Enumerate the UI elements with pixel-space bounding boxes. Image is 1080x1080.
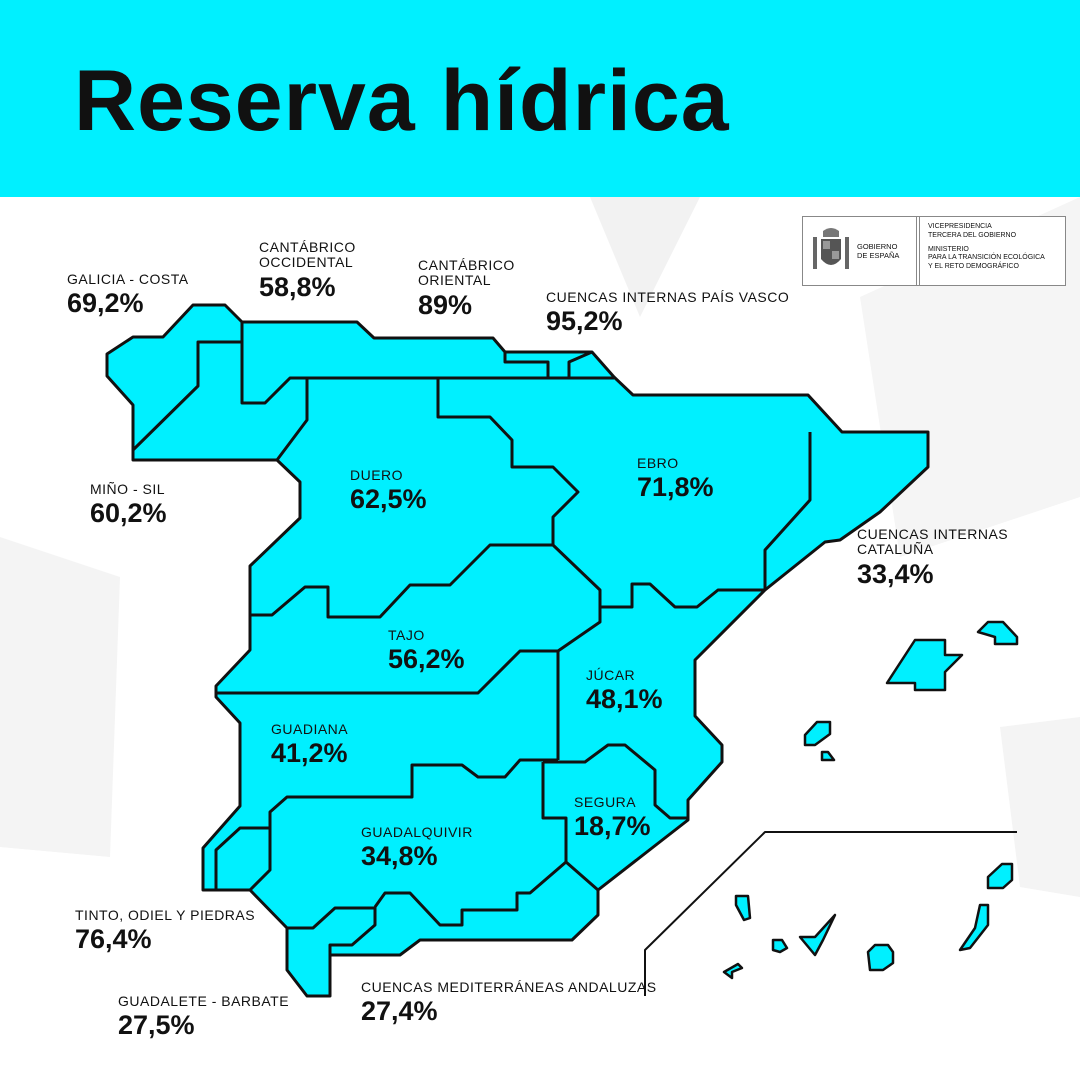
logo-text: GOBIERNO: [857, 242, 898, 251]
fuerteventura: [958, 903, 990, 952]
page-title: Reserva hídrica: [74, 53, 730, 149]
peninsula-outline: [105, 303, 930, 998]
border-tinto: [214, 826, 270, 890]
border-minosil-duero: [275, 378, 309, 461]
basin-label-duero: DUERO 62,5%: [350, 467, 427, 515]
border-pais-vasco: [503, 352, 550, 378]
basin-label-ebro: EBRO 71,8%: [637, 455, 714, 503]
canary-inset-frame: [644, 831, 1017, 996]
logo-text: MINISTERIO: [928, 245, 969, 253]
border-guadalete: [287, 906, 377, 996]
border-segura: [541, 762, 599, 892]
basin-label-galicia-costa: GALICIA - COSTA 69,2%: [67, 271, 189, 319]
tenerife: [798, 913, 837, 957]
border-tajo-jucar: [556, 607, 602, 760]
border-mediterraneas: [373, 860, 567, 927]
basin-label-tajo: TAJO 56,2%: [388, 627, 465, 675]
logo-text: DE ESPAÑA: [857, 251, 900, 260]
ibiza: [803, 720, 832, 747]
border-tajo-guadiana: [216, 649, 558, 695]
logo-text: TERCERA DEL GOBIERNO: [928, 231, 1017, 239]
logo-text: Y EL RETO DEMOGRÁFICO: [928, 263, 1019, 270]
logo-text: PARA LA TRANSICIÓN ECOLÓGICA: [928, 254, 1045, 262]
border-galicia-minosil: [131, 340, 242, 452]
mallorca: [885, 638, 964, 692]
el-hierro: [722, 962, 744, 980]
la-gomera: [771, 938, 789, 954]
basin-label-cantabrico-oriental: CANTÁBRICO ORIENTAL 89%: [418, 257, 515, 320]
canary-islands: [722, 862, 1014, 980]
basin-label-pais-vasco: CUENCAS INTERNAS PAÍS VASCO 95,2%: [546, 289, 790, 337]
border-ebro-cataluna: [763, 432, 812, 590]
la-palma: [734, 894, 752, 922]
basin-label-guadalete-barbate: GUADALETE - BARBATE 27,5%: [118, 993, 290, 1041]
border-jucar-segura: [543, 743, 688, 820]
formentera: [820, 750, 836, 762]
government-logo: GOBIERNO DE ESPAÑA VICEPRESIDENCIA TERCER…: [802, 216, 1066, 286]
basin-label-cantabrico-occidental: CANTÁBRICO OCCIDENTAL 58,8%: [259, 239, 356, 302]
basin-label-mino-sil: MIÑO - SIL 60,2%: [90, 481, 167, 529]
logo-text: VICEPRESIDENCIA: [928, 223, 992, 230]
border-cantabrico-occidental: [240, 322, 614, 405]
border-guadiana-guadalquivir: [248, 758, 558, 892]
border-duero-ebro: [436, 378, 580, 545]
basin-label-guadalquivir: GUADALQUIVIR 34,8%: [361, 824, 473, 872]
basin-label-tinto-odiel-piedras: TINTO, ODIEL Y PIEDRAS 76,4%: [75, 907, 256, 955]
lanzarote: [986, 862, 1014, 890]
basin-label-mediterraneas-andaluzas: CUENCAS MEDITERRÁNEAS ANDALUZAS 27,4%: [361, 979, 657, 1027]
menorca: [976, 620, 1019, 646]
basin-label-segura: SEGURA 18,7%: [574, 794, 651, 842]
gran-canaria: [866, 943, 895, 972]
balearic-islands: [803, 620, 1019, 762]
border-pais-vasco-2: [567, 350, 593, 378]
border-duero-tajo: [250, 543, 765, 619]
basin-label-jucar: JÚCAR 48,1%: [586, 667, 663, 715]
coat-of-arms-icon: [813, 228, 849, 269]
header-banner: [0, 0, 1080, 197]
basin-label-cataluna: CUENCAS INTERNAS CATALUÑA 33,4%: [857, 526, 1009, 589]
basin-label-guadiana: GUADIANA 41,2%: [271, 721, 349, 769]
